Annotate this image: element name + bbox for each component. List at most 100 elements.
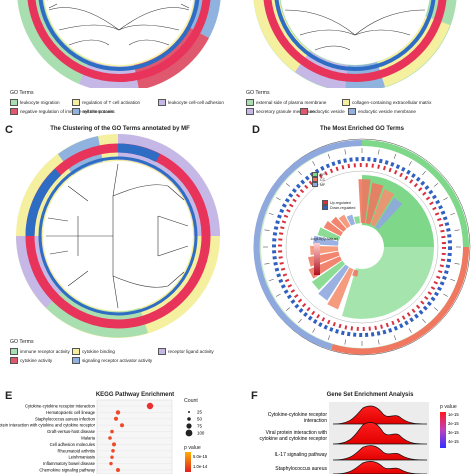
gsea-term-label: IL-17 signaling pathway bbox=[274, 452, 327, 458]
pathway-label: Graft-versus-host disease bbox=[47, 429, 96, 434]
legend-label: cytokine binding bbox=[82, 349, 115, 354]
panel-f-title: Gene Set Enrichment Analysis bbox=[326, 392, 414, 398]
pathway-dot bbox=[111, 449, 115, 453]
circos-tick bbox=[393, 335, 397, 341]
pvalue-tick: 1e-15 bbox=[448, 412, 459, 417]
pathway-label: Hematopoietic cell lineage bbox=[46, 410, 96, 415]
panel-e-dot-plot: Cytokine-cytokine receptor interactionHe… bbox=[0, 399, 208, 474]
pvalue-colorbar bbox=[185, 452, 191, 472]
pathway-label: Inflammatory bowel disease bbox=[43, 461, 96, 466]
legend-swatch bbox=[246, 99, 254, 106]
legend-item: collagen-containing extracellular matrix bbox=[342, 99, 431, 106]
circos-bar bbox=[323, 221, 343, 237]
circos-tick bbox=[393, 153, 397, 159]
circos-tick bbox=[285, 307, 291, 311]
legend-item: BP bbox=[312, 172, 325, 177]
circos-tick bbox=[454, 263, 460, 265]
legend-swatch bbox=[10, 108, 18, 115]
legend-label: endocytic vesicle membrane bbox=[358, 109, 416, 114]
pvalue-tick: 1.0e-14 bbox=[193, 464, 208, 469]
legend-swatch bbox=[322, 205, 328, 210]
legend-item: signaling receptor activator activity bbox=[72, 357, 152, 364]
legend-label: external side of plasma membrane bbox=[256, 100, 327, 105]
legend-swatch bbox=[348, 108, 356, 115]
pvalue-tick: 4e-15 bbox=[448, 439, 459, 444]
legend-item: Down-regulated bbox=[322, 205, 355, 210]
panel-e-letter: E bbox=[5, 390, 13, 402]
ridge-density bbox=[332, 445, 428, 461]
circos-tick bbox=[264, 229, 270, 231]
panel-d-color-scale bbox=[314, 243, 320, 275]
circos-tick bbox=[450, 278, 456, 282]
pathway-label: Chemokine signaling pathway bbox=[39, 468, 96, 473]
legend-swatch bbox=[158, 348, 166, 355]
legend-item: Up-regulated bbox=[322, 200, 351, 205]
legend-label: immune receptor activity bbox=[20, 349, 70, 354]
legend-label: leukocyte cell-cell adhesion bbox=[168, 100, 224, 105]
circos-tick bbox=[264, 263, 270, 265]
pathway-dot bbox=[120, 423, 124, 428]
gsea-term-label: Viral protein interaction with bbox=[266, 430, 328, 436]
legend-swatch bbox=[322, 200, 328, 205]
legend-label: Down-regulated bbox=[330, 205, 356, 210]
circos-tick bbox=[298, 170, 302, 176]
circos-bar bbox=[311, 260, 346, 291]
legend-item: MF bbox=[312, 182, 325, 187]
circos-tick bbox=[312, 328, 316, 333]
pathway-label: Staphylococcus aureus infection bbox=[35, 416, 96, 421]
circos-tick bbox=[312, 161, 316, 166]
legend-label: MF bbox=[320, 182, 326, 187]
pathway-dot bbox=[110, 455, 114, 459]
panel-c-legend-title: GO Terms bbox=[10, 339, 34, 345]
legend-label: negative regulation of immune system pro… bbox=[20, 109, 115, 114]
legend-swatch bbox=[312, 172, 318, 177]
gsea-term-label: Staphylococcus aureus bbox=[275, 466, 327, 472]
pvalue-tick: 3e-15 bbox=[448, 430, 459, 435]
legend-label: secretory granule membrane bbox=[256, 109, 315, 114]
circos-tick bbox=[378, 339, 380, 345]
legend-label: Up-regulated bbox=[330, 200, 351, 205]
panel-b-circular-dendrogram bbox=[253, 0, 457, 88]
legend-swatch bbox=[342, 99, 350, 106]
legend-swatch bbox=[312, 182, 318, 187]
legend-item: secretory granule membrane bbox=[246, 108, 315, 115]
count-legend-dot bbox=[186, 423, 192, 429]
pathway-dot bbox=[146, 402, 154, 410]
count-legend-label: 100 bbox=[197, 431, 205, 436]
legend-label: receptor ligand activity bbox=[168, 349, 214, 354]
circos-tick bbox=[298, 318, 302, 324]
circos-tick bbox=[276, 293, 281, 297]
count-legend-label: 50 bbox=[197, 417, 202, 422]
circos-bar bbox=[318, 264, 349, 301]
legend-label: cell chemotaxis bbox=[82, 109, 114, 114]
legend-swatch bbox=[10, 357, 18, 364]
circos-bar bbox=[338, 214, 351, 229]
circos-bar bbox=[375, 197, 403, 230]
circos-tick bbox=[344, 149, 346, 155]
legend-swatch bbox=[246, 108, 254, 115]
pathway-dot bbox=[109, 461, 113, 466]
panel-d-letter: D bbox=[252, 124, 260, 136]
pathway-label: Rheumatoid arthritis bbox=[58, 448, 95, 453]
legend-swatch bbox=[10, 99, 18, 106]
panel-c-title: The Clustering of the GO Terms annotated… bbox=[50, 126, 190, 132]
legend-label: endocytic vesicle bbox=[310, 109, 345, 114]
count-legend-label: 25 bbox=[197, 410, 202, 415]
legend-label: leukocyte migration bbox=[20, 100, 60, 105]
pathway-label: Malaria bbox=[81, 436, 95, 441]
circos-tick bbox=[327, 335, 331, 341]
circos-tick bbox=[408, 328, 412, 333]
panel-f-pvalue-title: p value bbox=[440, 404, 457, 410]
panel-f-letter: F bbox=[251, 390, 258, 402]
legend-swatch bbox=[72, 99, 80, 106]
circos-tick bbox=[268, 278, 274, 282]
circos-tick bbox=[450, 212, 456, 216]
circos-tick bbox=[378, 149, 380, 155]
circos-tick bbox=[454, 229, 460, 231]
legend-item: cytokine binding bbox=[72, 348, 115, 355]
legend-item: cytokine activity bbox=[10, 357, 52, 364]
pvalue-tick: 2e-15 bbox=[448, 421, 459, 426]
legend-item: leukocyte cell-cell adhesion bbox=[158, 99, 224, 106]
circos-tick bbox=[408, 161, 412, 166]
circos-tick bbox=[433, 183, 439, 187]
